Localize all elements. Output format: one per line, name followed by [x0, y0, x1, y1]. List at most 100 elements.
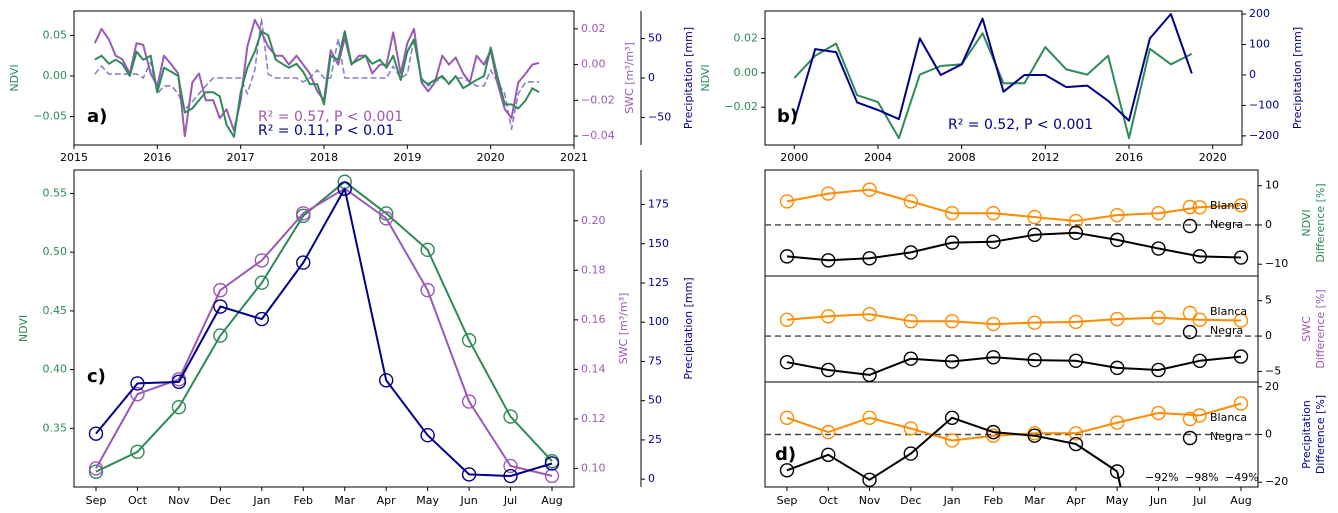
- panel-b-x-tick-label: 2008: [948, 151, 976, 164]
- panel-b-precip-axis-tick-label: 100: [1249, 38, 1270, 51]
- panel-d-blanca-marker: [986, 205, 1001, 221]
- panel-d-x-tick-label: Mar: [1024, 494, 1045, 507]
- panel-d-blanca-marker: [1151, 205, 1166, 221]
- panel-d-negra-marker: [903, 446, 919, 461]
- panel-c-ndvi-axis-tick-label: 0.50: [43, 245, 68, 258]
- panel-d-negra-marker: [1109, 464, 1125, 479]
- panel-c-x-tick-label: Dec: [210, 494, 231, 507]
- panel-d-x-tick-label: Nov: [859, 494, 881, 507]
- panel-c-x-tick-label: Jan: [252, 494, 270, 507]
- panel-c-swc-marker: [378, 211, 394, 226]
- panel-a-ndvi-axis-tick-label: 0.05: [43, 28, 68, 41]
- panel-c-swc-marker: [503, 458, 518, 474]
- panel-c-ndvi-marker: [171, 399, 187, 415]
- panel-c-precipitation-marker: [337, 181, 352, 197]
- panel-d-label: d): [775, 444, 796, 465]
- panel-d-axis-tick-label: 10: [1265, 179, 1279, 192]
- panel-d-blanca-marker: [944, 205, 960, 221]
- panel-d-blanca-marker: [1192, 200, 1207, 215]
- panel-c-ndvi-axis-label: NDVI: [17, 315, 30, 342]
- panel-c-swc-marker: [461, 394, 477, 409]
- panel-c-precipitation-marker: [254, 311, 270, 327]
- panel-d-blanca-marker: [1151, 310, 1166, 325]
- panel-d-blanca-marker: [1109, 207, 1125, 223]
- panel-d-blanca-marker: [903, 314, 919, 329]
- panel-c-ndvi-axis-tick-label: 0.40: [43, 363, 68, 376]
- panel-d-blanca-marker: [1068, 426, 1084, 441]
- legend-negra-label: Negra: [1210, 324, 1243, 337]
- panel-d-offscale-value: −92%: [1145, 471, 1179, 484]
- panel-d-x-tick-label: Jun: [1149, 494, 1167, 507]
- panel-a-ndvi-axis-label: NDVI: [8, 64, 21, 91]
- panel-d-negra-marker: [903, 245, 919, 260]
- legend-blanca-label: Blanca: [1210, 305, 1247, 318]
- panel-b-x-tick-label: 2000: [780, 151, 808, 164]
- panel-b-ndvi-axis-tick-label: 0.00: [734, 66, 759, 79]
- panel-a-swc-axis-tick-label: −0.04: [581, 129, 615, 142]
- panel-c-precipitation-marker: [544, 456, 560, 471]
- panel-c-swc-axis-tick-label: 0.12: [581, 412, 606, 425]
- legend-negra-label: Negra: [1210, 430, 1243, 443]
- legend-blanca-marker: [1182, 411, 1198, 427]
- panel-c-frame: [73, 169, 575, 488]
- panel-c-x-tick-label: May: [416, 494, 439, 507]
- panel-b-x-tick-label: 2016: [1115, 151, 1143, 164]
- panel-c-precip-axis-tick-label: 150: [648, 237, 669, 250]
- panel-c-precipitation-marker: [213, 299, 228, 314]
- panel-c-x-tick-label: Jun: [459, 494, 477, 507]
- panel-c-swc-marker: [420, 282, 435, 298]
- panel-c-precipitation-marker: [88, 426, 104, 441]
- panel-b-x-tick-label: 2020: [1199, 151, 1227, 164]
- panel-d-blanca-line: [786, 188, 1242, 222]
- panel-c-ndvi-marker: [503, 409, 518, 424]
- panel-b-precip-axis-tick-label: 200: [1249, 7, 1270, 20]
- legend-negra-marker: [1182, 324, 1198, 340]
- panel-d-negra-marker: [1192, 249, 1207, 264]
- panel-d-blanca-marker: [1233, 198, 1249, 213]
- panel-d-negra-marker: [903, 351, 919, 366]
- panel-a-x-tick-label: 2019: [393, 151, 421, 164]
- panel-a-precip-axis-tick-label: −50: [648, 110, 671, 123]
- panel-d-negra-marker: [944, 354, 960, 369]
- panel-a-x-tick-label: 2015: [60, 151, 88, 164]
- panel-d-blanca-marker: [986, 428, 1001, 443]
- panel-b-x-tick-label: 2012: [1031, 151, 1059, 164]
- panel-d-negra-marker: [1068, 225, 1084, 241]
- panel-d-blanca-marker: [986, 316, 1001, 332]
- panel-c-swc-axis-tick-label: 0.14: [581, 362, 606, 375]
- panel-b-precip-axis-tick-label: 0: [1249, 68, 1256, 81]
- panel-d-blanca-marker: [1068, 314, 1084, 330]
- panel-a-x-tick-label: 2017: [227, 151, 255, 164]
- panel-d-negra-marker: [1151, 362, 1166, 378]
- panel-a-x-tick-label: 2020: [477, 151, 505, 164]
- panel-c-swc-axis-tick-label: 0.20: [581, 214, 606, 227]
- panel-c-x-tick-label: Oct: [128, 494, 148, 507]
- panel-b-frame: [764, 10, 1243, 146]
- panel-c-label: c): [87, 366, 106, 387]
- panel-d-negra-marker: [1027, 227, 1042, 242]
- panel-b-precip-axis-label: Precipitation [mm]: [1291, 27, 1304, 129]
- panel-a-precipitation-line: [94, 18, 539, 130]
- panel-b-ndvi-axis-label: NDVI: [699, 64, 712, 91]
- panel-d-blanca-marker: [1109, 311, 1125, 327]
- panel-a-swc-line: [93, 18, 540, 138]
- panel-d-blanca-marker: [779, 194, 795, 209]
- legend-blanca-label: Blanca: [1210, 411, 1247, 424]
- panel-c-ndvi-marker: [254, 275, 270, 290]
- panel-d-blanca-marker: [1068, 213, 1084, 229]
- panel-d-negra-marker: [821, 253, 836, 268]
- panel-c-ndvi-axis-tick-label: 0.55: [43, 186, 68, 199]
- panel-d-blanca-line: [786, 313, 1242, 326]
- panel-c-swc-axis-tick-label: 0.10: [581, 461, 606, 474]
- legend-blanca-label: Blanca: [1210, 199, 1247, 212]
- panel-b-precipitation-line: [793, 13, 1193, 122]
- panel-b-x-tick-label: 2004: [864, 151, 892, 164]
- panel-d-blanca-marker: [1233, 396, 1249, 411]
- panel-d-negra-marker: [1027, 352, 1042, 368]
- panel-c-ndvi-axis-tick-label: 0.35: [43, 421, 68, 434]
- panel-d-axis-tick-label: 0: [1265, 218, 1272, 231]
- panel-d-negra-marker: [1109, 232, 1125, 248]
- panel-a-precip-axis-tick-label: 50: [648, 32, 662, 45]
- panel-d-x-tick-label: Oct: [819, 494, 839, 507]
- panel-d-negra-marker: [779, 355, 795, 370]
